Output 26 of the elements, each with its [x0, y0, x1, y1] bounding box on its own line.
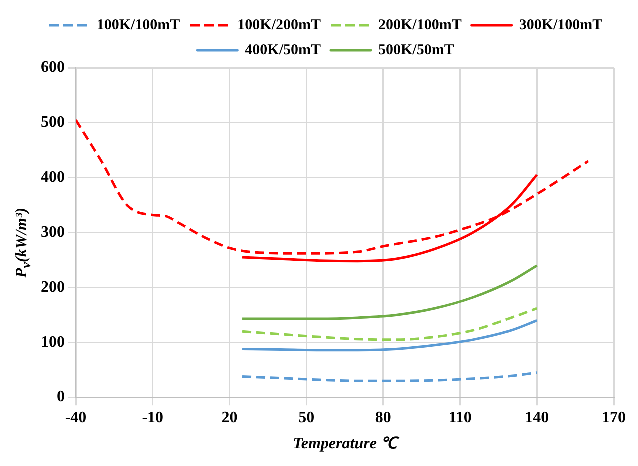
legend-label: 200K/100mT [378, 17, 462, 34]
x-tick-label: -40 [65, 409, 87, 426]
x-tick-label: 20 [222, 409, 238, 426]
y-tick-label: 200 [41, 278, 65, 296]
legend-label: 100K/100mT [96, 17, 180, 34]
x-tick-label: 110 [448, 409, 472, 426]
x-tick-label: -10 [142, 409, 164, 426]
y-tick-label: 100 [41, 334, 65, 351]
line-series [241, 264, 538, 320]
y-tick-label: 400 [41, 169, 65, 186]
x-tick-label: 170 [602, 409, 626, 426]
y-tick-label: 300 [41, 224, 65, 241]
y-tick-label: 0 [57, 388, 65, 406]
line-series [241, 319, 538, 352]
x-tick-label: 140 [525, 409, 550, 426]
y-tick-label: 500 [41, 114, 65, 132]
line-series [241, 372, 538, 382]
line-series [241, 307, 538, 342]
x-tick-label: 50 [298, 409, 315, 426]
x-axis-title: Temperature ℃ [293, 436, 400, 453]
legend-label: 300K/100mT [519, 17, 603, 34]
legend-label: 500K/50mT [378, 42, 454, 58]
x-tick-label: 80 [375, 409, 392, 426]
y-tick-label: 600 [41, 59, 65, 76]
legend-label: 100K/200mT [238, 17, 322, 34]
legend-label: 400K/50mT [245, 42, 322, 58]
